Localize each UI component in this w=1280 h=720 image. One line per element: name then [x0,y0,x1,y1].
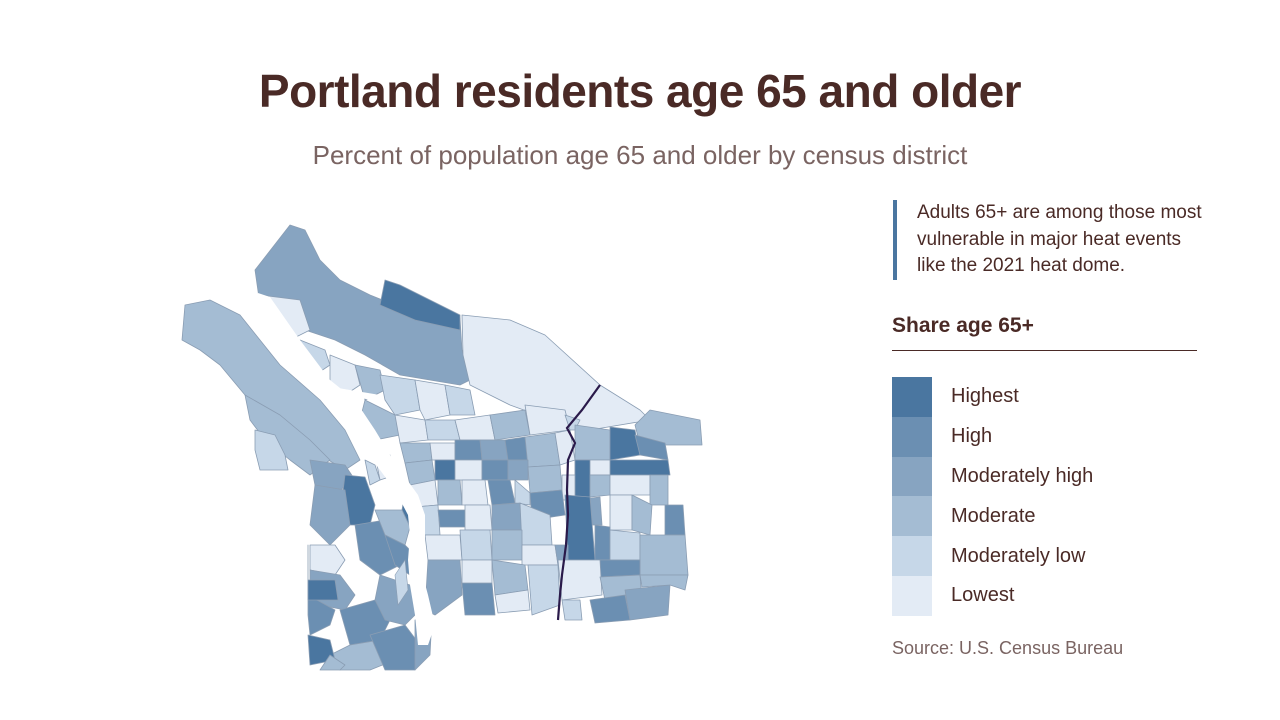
district-n-moderate-2 [489,409,531,441]
legend-swatch [892,377,932,417]
district-se-moderate-1 [491,559,529,596]
district-mid-moderate-2 [527,464,563,494]
district-se-high-1 [461,582,496,616]
legend-item: Moderately high [892,456,1197,497]
district-ne-highest-1 [609,426,641,461]
district-northeast-edge [634,409,703,446]
district-s2-lowest-1 [424,534,463,561]
district-sw-moderate-1 [309,484,351,546]
legend-label: Moderate [951,504,1036,527]
district-s-high-1b [594,524,611,561]
district-mid-highest-1 [434,459,456,481]
ross-island [394,559,409,606]
district-mid-moderate-3 [589,474,611,498]
district-ne-moderate-1 [399,442,433,464]
district-ne-high-1 [454,439,483,461]
district-se-high-2 [589,594,631,624]
district-mid2-moderate-1 [437,479,463,506]
district-se-moderate-3 [639,574,689,591]
district-se-modhigh-2 [624,584,671,621]
legend-label: Highest [951,385,1019,408]
district-mid-highest-2 [574,459,591,501]
district-mid-lowest-1 [454,459,483,481]
district-airport-lowest [461,314,651,431]
source-note: Source: U.S. Census Bureau [892,638,1124,658]
district-downtown-modlow [364,459,381,486]
district-mid2-high-1 [487,479,516,506]
legend-label: Moderately low [951,544,1086,567]
district-ne-moderate-3 [574,424,611,461]
district-s2-high-1 [594,559,641,578]
legend-item: Moderately low [892,536,1197,576]
district-se-modlow-2 [561,599,583,621]
district-n-modlow-1 [444,384,476,416]
district-west-small [254,429,289,471]
district-n-modlow-2 [424,419,461,441]
district-ne-modhigh-1 [479,439,509,461]
district-nw-modlow-2 [379,374,421,416]
legend-title: Share age 65+ [892,314,1197,351]
district-s-moderate-1 [639,534,689,576]
district-s2-modlow-1 [459,529,493,561]
district-ne-highest-2 [609,459,671,476]
legend-item: Lowest [892,575,1197,616]
district-s-highest-1 [564,494,596,561]
district-sw-highest-2 [307,579,339,601]
district-ne-lowest-1 [429,442,456,461]
district-sw-lowest-1 [309,544,346,576]
willamette-river [256,293,435,645]
legend-swatch [892,536,932,576]
district-sw-moderate-4 [319,654,346,671]
district-s-modlow-3 [609,529,641,561]
district-s-high-1 [437,509,466,528]
district-ne-high-2 [504,436,529,461]
legend-swatch [892,416,932,457]
district-n-lowest-4 [524,404,571,436]
district-mid2-lowest-2 [461,479,489,506]
district-mid2-lowest-3 [609,494,633,531]
legend-label: High [951,425,993,448]
portland-census-map [170,215,715,685]
district-s-modhigh-1 [491,502,523,531]
legend-swatch [892,575,932,616]
legend-swatch [892,456,932,497]
district-mid2-modlow-1 [514,479,531,506]
district-north-highest [379,279,461,331]
columbia-slough [320,385,382,401]
divider-line [556,384,601,621]
legend-item: High [892,416,1197,457]
legend-swatch [892,496,932,537]
district-mid2-high-3 [664,504,686,536]
annotation-note: Adults 65+ are among those most vulnerab… [893,200,1213,280]
district-se-lowest-2 [494,589,531,614]
district-mid-modhigh-1 [507,459,529,481]
district-ne-moderate-2 [524,432,561,468]
legend-item: Moderate [892,496,1197,537]
legend-label: Moderately high [951,464,1094,487]
legend-label: Lowest [951,584,1015,607]
district-n-lowest-2 [394,414,429,444]
legend-item: Highest [892,377,1197,417]
district-n-lowest-1 [414,379,451,421]
district-s2-moderate-1 [491,529,523,561]
chart-subtitle: Percent of population age 65 and older b… [312,140,968,170]
chart-title: Portland residents age 65 and older [258,65,1022,117]
district-forest-park [181,299,361,471]
district-mid2-moderate-2 [631,494,653,536]
district-mid-high-1 [481,459,509,481]
district-se-lowest-1 [461,559,493,584]
district-s2-lowest-2 [521,544,559,566]
legend: Highest High Moderately high Moderate Mo… [892,377,1197,616]
district-mid-moderate-4 [649,474,669,506]
map-svg [181,224,703,671]
district-se-lowest-3 [557,559,603,601]
annotation-text: Adults 65+ are among those most vulnerab… [917,202,1202,276]
district-linnton [244,394,331,476]
district-se-modlow-1 [527,564,561,616]
district-downtown-moderate [374,509,411,546]
district-s-lowest-1 [464,504,493,531]
district-mid-lowest-3 [609,474,651,496]
district-n-lowest-3 [454,414,496,441]
